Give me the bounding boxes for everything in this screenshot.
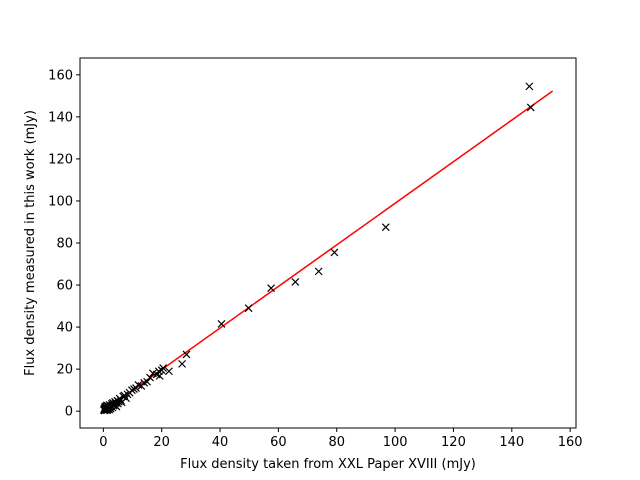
y-tick-label: 100 — [48, 194, 73, 209]
fit-line-group — [102, 90, 554, 412]
data-point — [178, 359, 187, 368]
data-point — [330, 248, 339, 257]
x-tick-label: 0 — [99, 435, 107, 450]
x-axis-label: Flux density taken from XXL Paper XVIII … — [180, 457, 476, 472]
y-tick-label: 60 — [56, 279, 73, 294]
data-points — [100, 82, 535, 415]
x-tick-label: 120 — [441, 435, 466, 450]
data-point — [155, 371, 164, 380]
data-point — [525, 82, 534, 91]
x-axis-ticks: 0 20 40 60 80 100 120 140 160 — [99, 428, 583, 450]
x-tick-label: 60 — [270, 435, 287, 450]
data-point — [291, 277, 300, 286]
y-tick-label: 20 — [56, 363, 73, 378]
y-tick-label: 0 — [65, 405, 73, 420]
fit-line — [102, 90, 554, 412]
y-axis-ticks: 0 20 40 60 80 100 120 140 160 — [48, 68, 80, 420]
data-point — [267, 284, 276, 293]
data-point — [116, 396, 125, 405]
y-axis-label: Flux density measured in this work (mJy) — [23, 110, 38, 376]
data-point — [381, 223, 390, 232]
x-tick-label: 100 — [383, 435, 408, 450]
y-tick-label: 160 — [48, 68, 73, 83]
data-point — [217, 320, 226, 328]
x-tick-label: 140 — [499, 435, 524, 450]
y-tick-label: 80 — [56, 237, 73, 252]
x-tick-label: 20 — [153, 435, 170, 450]
data-point — [165, 367, 173, 376]
data-point — [182, 350, 191, 359]
x-tick-label: 80 — [328, 435, 345, 450]
x-tick-label: 160 — [558, 435, 583, 450]
data-point — [526, 103, 535, 112]
plot-area — [79, 57, 577, 429]
data-point — [159, 364, 168, 373]
data-point — [314, 267, 323, 276]
y-tick-label: 120 — [48, 152, 73, 167]
data-point — [146, 373, 154, 382]
y-tick-label: 40 — [56, 321, 73, 336]
data-point — [143, 377, 152, 386]
data-point — [128, 386, 136, 395]
x-tick-label: 40 — [212, 435, 229, 450]
y-tick-label: 140 — [48, 110, 73, 125]
data-point — [244, 304, 253, 313]
